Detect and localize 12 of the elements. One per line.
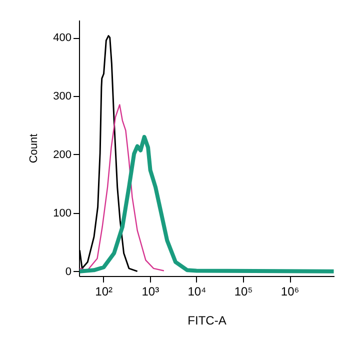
x-tick-label: 10⁵ [234, 284, 253, 298]
y-tick-label: 200 [53, 148, 72, 161]
x-tick-label: 10⁴ [188, 284, 206, 298]
x-axis-title: FITC-A [188, 314, 226, 328]
y-tick-label: 400 [53, 32, 72, 44]
y-tick-label: 0 [65, 266, 72, 278]
x-tick-label: 10³ [142, 284, 160, 298]
x-tick-label: 10² [95, 284, 113, 298]
y-tick-label: 100 [53, 207, 72, 220]
y-tick-label: 300 [53, 90, 72, 102]
y-axis-title: Count [28, 134, 40, 164]
x-tick-label: 10⁶ [280, 284, 300, 298]
